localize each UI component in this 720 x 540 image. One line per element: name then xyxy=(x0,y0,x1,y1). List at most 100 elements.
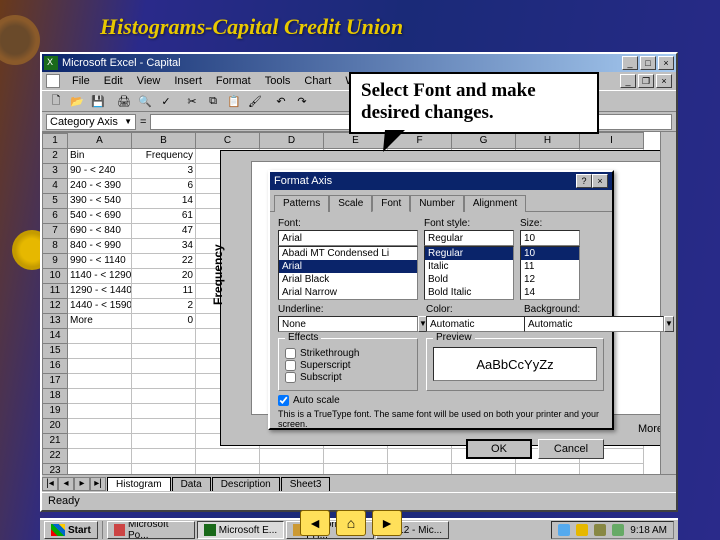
maximize-button[interactable]: □ xyxy=(640,56,656,70)
style-option[interactable]: Bold Italic xyxy=(425,286,513,299)
cell[interactable] xyxy=(132,404,196,419)
cell[interactable] xyxy=(132,434,196,449)
sheet-tab-sheet3[interactable]: Sheet3 xyxy=(281,477,331,491)
cell[interactable]: 22 xyxy=(132,254,196,269)
cell[interactable] xyxy=(196,449,260,464)
format-painter-icon[interactable]: 🖌 xyxy=(245,91,265,111)
row-header[interactable]: 13 xyxy=(42,314,68,329)
cell[interactable]: 840 - < 990 xyxy=(68,239,132,254)
copy-icon[interactable]: ⧉ xyxy=(203,91,223,111)
cell[interactable]: 390 - < 540 xyxy=(68,194,132,209)
menu-view[interactable]: View xyxy=(131,73,167,89)
cell[interactable] xyxy=(324,464,388,474)
print-icon[interactable]: 🖨 xyxy=(114,91,134,111)
cell[interactable] xyxy=(452,464,516,474)
mdi-close-button[interactable]: × xyxy=(656,74,672,88)
cell[interactable]: 1290 - < 1440 xyxy=(68,284,132,299)
cell[interactable]: 3 xyxy=(132,164,196,179)
row-header[interactable]: 7 xyxy=(42,224,68,239)
style-option[interactable]: Regular xyxy=(425,247,513,260)
menu-tools[interactable]: Tools xyxy=(259,73,297,89)
font-input[interactable] xyxy=(278,230,418,246)
sheet-tab-data[interactable]: Data xyxy=(172,477,211,491)
cell[interactable] xyxy=(260,464,324,474)
tab-alignment[interactable]: Alignment xyxy=(464,195,526,212)
row-header[interactable]: 3 xyxy=(42,164,68,179)
cell[interactable]: 47 xyxy=(132,224,196,239)
row-header[interactable]: 1 xyxy=(42,134,68,149)
column-header[interactable]: B xyxy=(132,132,196,149)
cell[interactable] xyxy=(132,449,196,464)
cancel-button[interactable]: Cancel xyxy=(538,439,604,459)
menu-format[interactable]: Format xyxy=(210,73,257,89)
menu-chart[interactable]: Chart xyxy=(298,73,337,89)
size-option[interactable]: 10 xyxy=(521,247,579,260)
subscript-checkbox[interactable] xyxy=(285,372,296,383)
row-header[interactable]: 10 xyxy=(42,269,68,284)
cell[interactable]: 14 xyxy=(132,194,196,209)
underline-combo[interactable] xyxy=(278,316,418,332)
open-icon[interactable]: 📂 xyxy=(67,91,87,111)
dialog-help-button[interactable]: ? xyxy=(576,174,592,188)
cell[interactable] xyxy=(132,419,196,434)
undo-icon[interactable]: ↶ xyxy=(271,91,291,111)
row-header[interactable]: 14 xyxy=(42,329,68,344)
tab-next-button[interactable]: ▸ xyxy=(74,477,90,491)
taskbar-item-excel[interactable]: Microsoft E... xyxy=(197,521,284,539)
vertical-scrollbar[interactable] xyxy=(660,132,676,474)
row-header[interactable]: 20 xyxy=(42,419,68,434)
mdi-minimize-button[interactable]: _ xyxy=(620,74,636,88)
cell[interactable] xyxy=(580,464,644,474)
column-header[interactable]: G xyxy=(452,132,516,149)
spell-icon[interactable]: ✓ xyxy=(156,91,176,111)
menu-edit[interactable]: Edit xyxy=(98,73,129,89)
cell[interactable] xyxy=(68,359,132,374)
sheet-tab-histogram[interactable]: Histogram xyxy=(107,477,171,491)
row-header[interactable]: 18 xyxy=(42,389,68,404)
preview-icon[interactable]: 🔍 xyxy=(135,91,155,111)
cell[interactable] xyxy=(196,464,260,474)
tab-font[interactable]: Font xyxy=(372,195,410,212)
row-header[interactable]: 2 xyxy=(42,149,68,164)
row-header[interactable]: 19 xyxy=(42,404,68,419)
menu-insert[interactable]: Insert xyxy=(168,73,208,89)
start-button[interactable]: Start xyxy=(44,521,98,539)
size-option[interactable]: 14 xyxy=(521,286,579,299)
row-header[interactable]: 15 xyxy=(42,344,68,359)
font-style-input[interactable] xyxy=(424,230,514,246)
tray-icon[interactable] xyxy=(576,524,588,536)
style-option[interactable]: Italic xyxy=(425,260,513,273)
cell[interactable] xyxy=(68,374,132,389)
tab-prev-button[interactable]: ◂ xyxy=(58,477,74,491)
row-header[interactable]: 9 xyxy=(42,254,68,269)
cell[interactable]: 34 xyxy=(132,239,196,254)
cell[interactable] xyxy=(132,374,196,389)
cell[interactable] xyxy=(516,464,580,474)
cell[interactable]: 20 xyxy=(132,269,196,284)
cell[interactable]: 0 xyxy=(132,314,196,329)
cell[interactable]: 90 - < 240 xyxy=(68,164,132,179)
cell[interactable] xyxy=(132,464,196,474)
cell[interactable] xyxy=(68,404,132,419)
cell[interactable]: 240 - < 390 xyxy=(68,179,132,194)
cell[interactable]: 990 - < 1140 xyxy=(68,254,132,269)
cell[interactable]: Bin xyxy=(68,149,132,164)
cell[interactable]: 6 xyxy=(132,179,196,194)
row-header[interactable]: 22 xyxy=(42,449,68,464)
tab-number[interactable]: Number xyxy=(410,195,464,212)
new-icon[interactable]: 🗋 xyxy=(46,91,66,111)
nav-prev-button[interactable]: ◄ xyxy=(300,510,330,536)
font-option[interactable]: Arial Black xyxy=(279,273,417,286)
row-header[interactable]: 4 xyxy=(42,179,68,194)
cell[interactable]: 61 xyxy=(132,209,196,224)
cell[interactable] xyxy=(68,329,132,344)
row-header[interactable]: 11 xyxy=(42,284,68,299)
row-header[interactable]: 6 xyxy=(42,209,68,224)
size-option[interactable]: 12 xyxy=(521,273,579,286)
tab-last-button[interactable]: ▸| xyxy=(90,477,106,491)
column-header[interactable]: I xyxy=(580,132,644,149)
cell[interactable]: 1440 - < 1590 xyxy=(68,299,132,314)
taskbar-item-powerpoint[interactable]: Microsoft Po... xyxy=(107,521,195,539)
row-header[interactable]: 16 xyxy=(42,359,68,374)
cell[interactable] xyxy=(132,389,196,404)
